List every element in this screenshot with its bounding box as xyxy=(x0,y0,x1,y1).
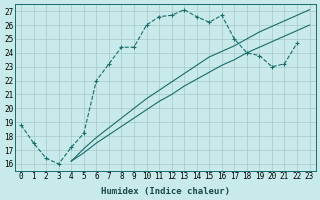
X-axis label: Humidex (Indice chaleur): Humidex (Indice chaleur) xyxy=(101,187,230,196)
